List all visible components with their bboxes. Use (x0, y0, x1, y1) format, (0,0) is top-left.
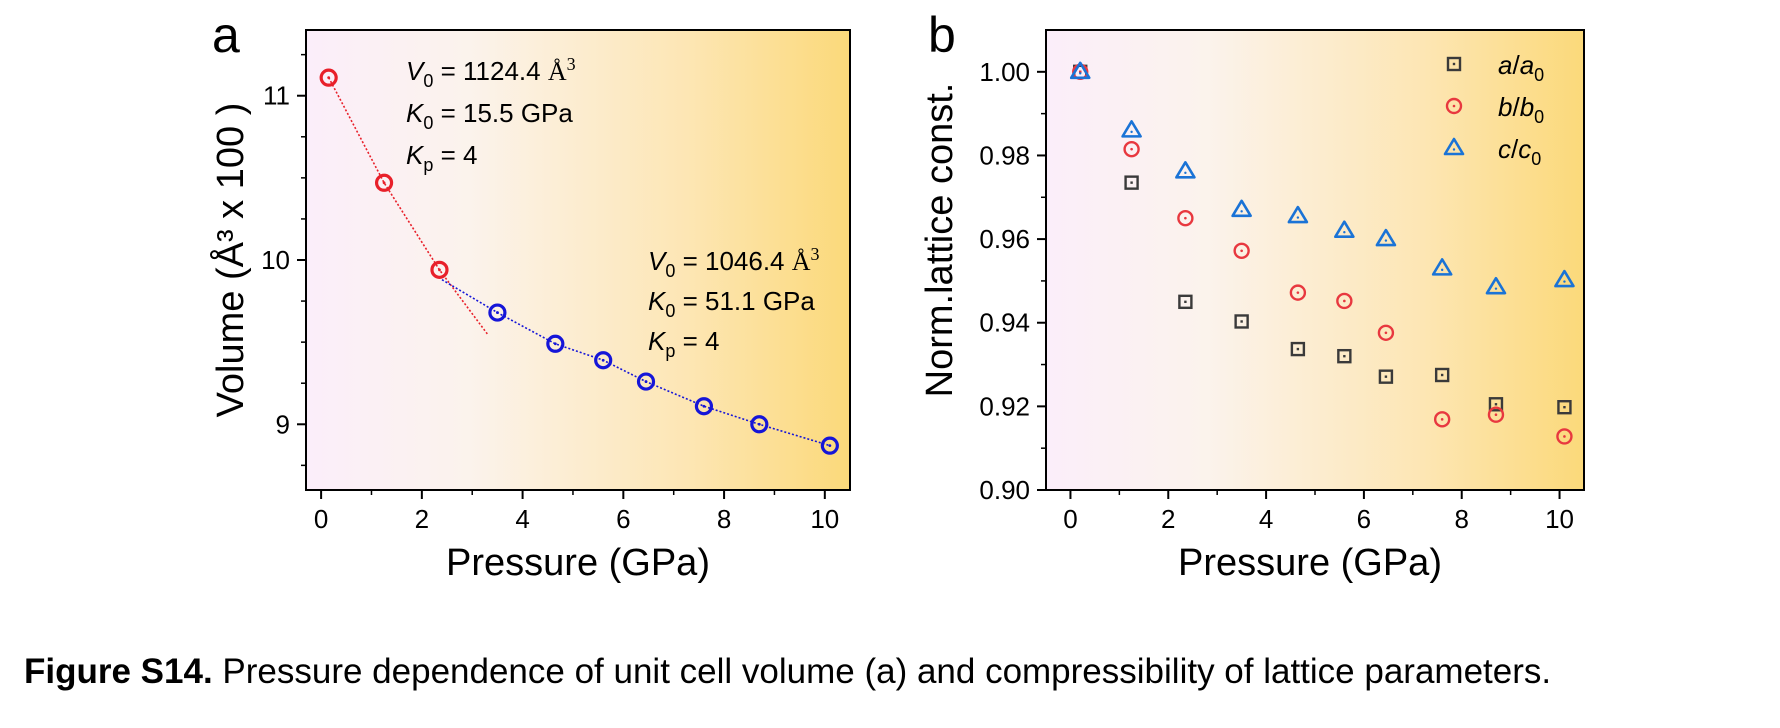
data-point-triangle (1375, 228, 1397, 247)
data-point-circle (1177, 209, 1194, 227)
y-tick-label-b: 0.90 (979, 475, 1030, 505)
data-point-square (1337, 348, 1352, 364)
data-point-square (1488, 397, 1504, 412)
x-tick-label-a: 2 (415, 504, 429, 534)
svg-text:V0 = 1046.4 Å3: V0 = 1046.4 Å3 (648, 244, 820, 281)
x-tick-label-a: 4 (515, 504, 529, 534)
x-tick-label-b: 10 (1545, 504, 1574, 534)
data-point-volume (594, 351, 613, 370)
data-point-circle (1233, 242, 1250, 260)
fit-curve (441, 279, 831, 447)
fit-annotation-2: V0 = 1046.4 Å3 K0 = 51.1 GPa Kp = 4 (648, 244, 820, 361)
y-tick-label-a: 9 (276, 409, 290, 439)
y-tick-label-a: 11 (263, 81, 290, 111)
data-point-volume (694, 397, 714, 416)
svg-text:V0 = 1124.4 Å3: V0 = 1124.4 Å3 (406, 54, 576, 91)
data-point-circle (1556, 428, 1573, 445)
figure: 0 2 4 6 8 10 9 10 11 Pressure (GPa) Volume (Å³ … (208, 7, 1585, 584)
data-point-volume (488, 303, 507, 322)
data-point-volume (319, 68, 338, 87)
data-point-triangle (1485, 276, 1507, 295)
caption-label: Figure S14. (24, 652, 213, 691)
legend-label: a/a0 (1498, 50, 1544, 85)
y-tick-label-b: 0.98 (979, 140, 1030, 170)
data-point-circle (1377, 324, 1395, 341)
data-point-square (1557, 400, 1572, 415)
data-point-square (1378, 369, 1394, 384)
x-tick-label-b: 0 (1063, 504, 1077, 534)
data-point-square (1178, 294, 1193, 310)
y-tick-label-b: 0.94 (979, 308, 1030, 338)
plot-area-b (1046, 30, 1584, 490)
data-point-square (1124, 175, 1139, 190)
y-tick-label-b: 0.92 (979, 391, 1030, 421)
y-tick-label-b: 0.96 (979, 224, 1030, 254)
x-tick-label-a: 0 (314, 504, 328, 534)
legend-label: c/c0 (1498, 134, 1541, 169)
data-point-circle (1289, 284, 1307, 301)
x-tick-label-b: 2 (1161, 504, 1175, 534)
figure-caption: Figure S14. Pressure dependence of unit … (24, 652, 1551, 692)
fit-annotation-1: V0 = 1124.4 Å3 K0 = 15.5 GPa Kp = 4 (406, 54, 576, 175)
x-tick-label-b: 4 (1259, 504, 1273, 534)
data-point-triangle (1334, 220, 1355, 239)
legend-b: a/a0 b/b0 c/c0 (1443, 50, 1544, 169)
data-point-triangle (1554, 269, 1575, 288)
x-tick-label-b: 8 (1454, 504, 1468, 534)
data-point-volume (374, 173, 394, 192)
data-point-circle (1123, 140, 1140, 158)
data-point-square (1434, 367, 1450, 383)
x-tick-label-a: 6 (616, 504, 630, 534)
x-axis-label-b: Pressure (GPa) (1178, 542, 1442, 584)
data-point-volume (546, 334, 565, 353)
y-axis-label-a: Volume (Å³ x 100 ) (208, 103, 252, 418)
x-tick-label-a: 8 (717, 504, 731, 534)
data-point-triangle (1175, 161, 1196, 179)
panel-label-b: b (928, 7, 956, 63)
data-point-square (1234, 314, 1249, 329)
data-point-volume (750, 415, 769, 434)
svg-text:K0 = 51.1 GPa: K0 = 51.1 GPa (648, 286, 815, 321)
x-tick-label-a: 10 (810, 504, 839, 534)
data-point-triangle (1069, 61, 1091, 80)
data-point-circle (1487, 406, 1505, 423)
data-point-triangle (1287, 205, 1309, 224)
svg-text:Kp = 4: Kp = 4 (648, 326, 719, 361)
data-point-square (1290, 341, 1306, 357)
svg-text:Kp = 4: Kp = 4 (406, 140, 477, 175)
data-point-circle (1336, 292, 1353, 310)
data-point-triangle (1431, 258, 1453, 276)
svg-text:K0 = 15.5 GPa: K0 = 15.5 GPa (406, 98, 573, 133)
legend-label: b/b0 (1498, 92, 1544, 127)
data-point-circle (1433, 411, 1451, 428)
panel-label-a: a (212, 7, 240, 63)
data-point-volume (820, 436, 839, 455)
x-tick-label-b: 6 (1357, 504, 1371, 534)
chart-panel-b: 0 2 4 6 8 10 0.90 0.92 0.94 0.96 0.98 1.00 Pressur… (919, 7, 1585, 584)
legend-marker-triangle (1443, 137, 1465, 156)
legend-marker-circle (1445, 97, 1463, 115)
y-axis-label-b: Norm.lattice const. (919, 83, 961, 398)
legend-marker-square (1446, 56, 1462, 72)
caption-text: Pressure dependence of unit cell volume … (212, 652, 1552, 691)
data-point-triangle (1121, 120, 1142, 138)
y-tick-label-a: 10 (261, 245, 290, 275)
y-tick-label-b: 1.00 (979, 57, 1030, 87)
data-point-volume (636, 372, 656, 391)
plot-area-a (306, 30, 850, 490)
chart-panel-a: 0 2 4 6 8 10 9 10 11 Pressure (GPa) Volume (Å³ … (208, 7, 851, 584)
data-point-volume (430, 260, 449, 279)
data-point-triangle (1231, 199, 1252, 218)
x-axis-label-a: Pressure (GPa) (446, 542, 710, 584)
